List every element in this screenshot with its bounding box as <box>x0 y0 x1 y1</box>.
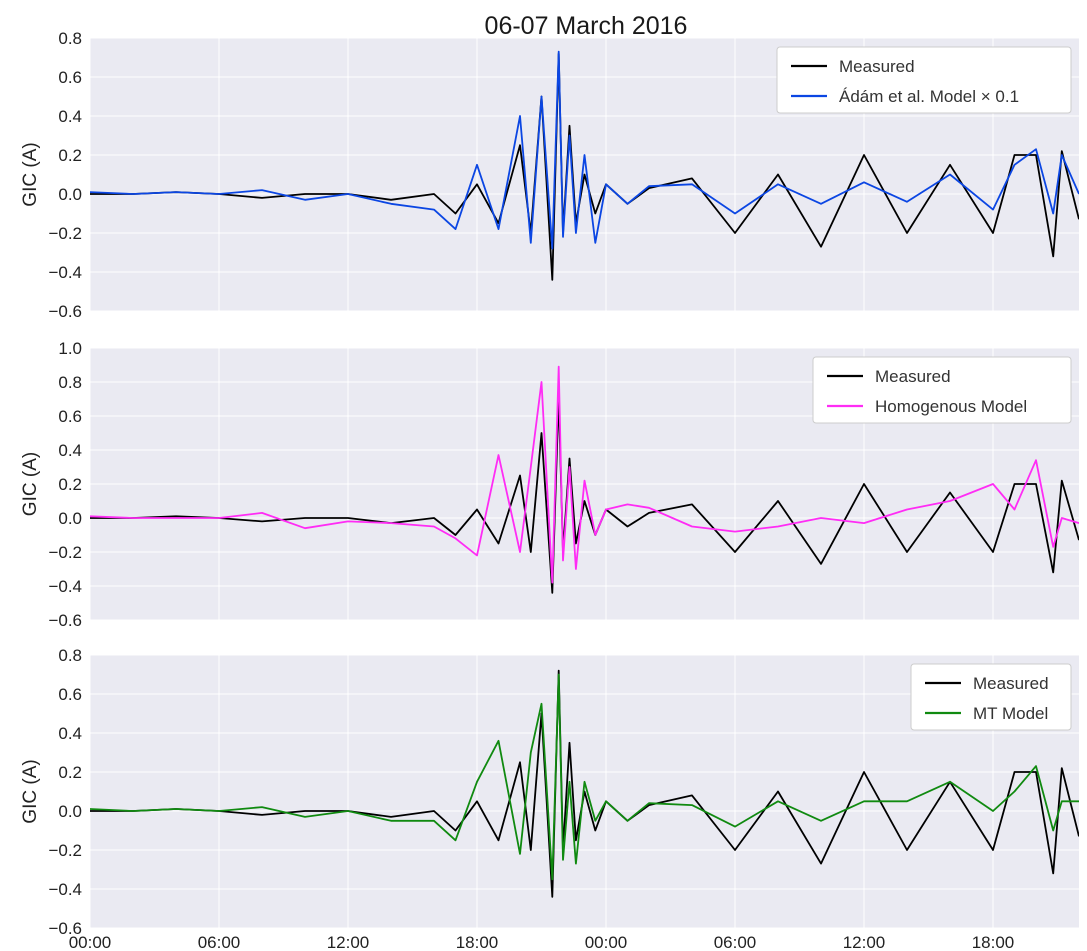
series-line-model <box>90 673 1079 881</box>
y-axis-label: GIC (A) <box>20 452 41 516</box>
y-tick-label: −0.6 <box>48 302 82 321</box>
x-tick-label: 12:00 <box>843 933 886 951</box>
panel-1: −0.6 −0.4 −0.2 0.0 0.2 0.4 0.6 0.8 GIC (A) Measur… <box>20 29 1079 321</box>
y-tick-label: 0.0 <box>58 185 82 204</box>
x-tick-label: 12:00 <box>327 933 370 951</box>
y-tick-label: 0.6 <box>58 407 82 426</box>
x-tick-label: 18:00 <box>456 933 499 951</box>
panels-container: −0.6 −0.4 −0.2 0.0 0.2 0.4 0.6 0.8 GIC (A) Measur… <box>20 29 1079 951</box>
y-tick-label: 0.4 <box>58 441 82 460</box>
legend-label: Homogenous Model <box>875 397 1027 416</box>
legend-box <box>776 46 1072 114</box>
y-tick-label: 1.0 <box>58 339 82 358</box>
y-tick-label: −0.2 <box>48 224 82 243</box>
y-tick-label: 0.8 <box>58 646 82 665</box>
series-line-model <box>90 365 1079 584</box>
y-tick-label: 0.6 <box>58 685 82 704</box>
y-tick-label: 0.2 <box>58 475 82 494</box>
y-tick-label: −0.4 <box>48 263 82 282</box>
series-line-model <box>90 50 1079 250</box>
x-tick-label: 06:00 <box>714 933 757 951</box>
y-tick-label: −0.6 <box>48 919 82 938</box>
y-axis-label: GIC (A) <box>20 759 41 823</box>
legend: Measured Ádám et al. Model × 0.1 <box>776 46 1072 114</box>
legend-label: Measured <box>839 57 915 76</box>
legend-label: Ádám et al. Model × 0.1 <box>839 87 1019 106</box>
y-tick-label: 0.4 <box>58 724 82 743</box>
legend: Measured Homogenous Model <box>812 356 1072 424</box>
legend: Measured MT Model <box>910 663 1072 731</box>
y-tick-label: 0.0 <box>58 802 82 821</box>
y-tick-label: −0.2 <box>48 841 82 860</box>
x-tick-label: 00:00 <box>69 933 112 951</box>
y-tick-label: −0.6 <box>48 611 82 630</box>
y-tick-label: 0.6 <box>58 68 82 87</box>
y-tick-label: −0.2 <box>48 543 82 562</box>
panel-2: −0.6 −0.4 −0.2 0.0 0.2 0.4 0.6 0.8 1.0 GIC (A) Mea… <box>20 339 1079 630</box>
panel-3: −0.6 −0.4 −0.2 0.0 0.2 0.4 0.6 0.8 GIC (A) Measur… <box>20 646 1079 951</box>
y-tick-label: 0.8 <box>58 373 82 392</box>
y-tick-label: 0.4 <box>58 107 82 126</box>
y-tick-label: −0.4 <box>48 577 82 596</box>
y-tick-label: 0.0 <box>58 509 82 528</box>
y-tick-label: −0.4 <box>48 880 82 899</box>
x-tick-label: 06:00 <box>198 933 241 951</box>
x-tick-label: 18:00 <box>972 933 1015 951</box>
x-tick-label: 00:00 <box>585 933 628 951</box>
y-tick-label: 0.2 <box>58 146 82 165</box>
legend-label: Measured <box>875 367 951 386</box>
chart-title: 06-07 March 2016 <box>485 12 688 40</box>
legend-label: Measured <box>973 674 1049 693</box>
y-tick-label: 0.2 <box>58 763 82 782</box>
y-axis-label: GIC (A) <box>20 142 41 206</box>
legend-label: MT Model <box>973 704 1048 723</box>
legend-box <box>812 356 1072 424</box>
y-tick-label: 0.8 <box>58 29 82 48</box>
